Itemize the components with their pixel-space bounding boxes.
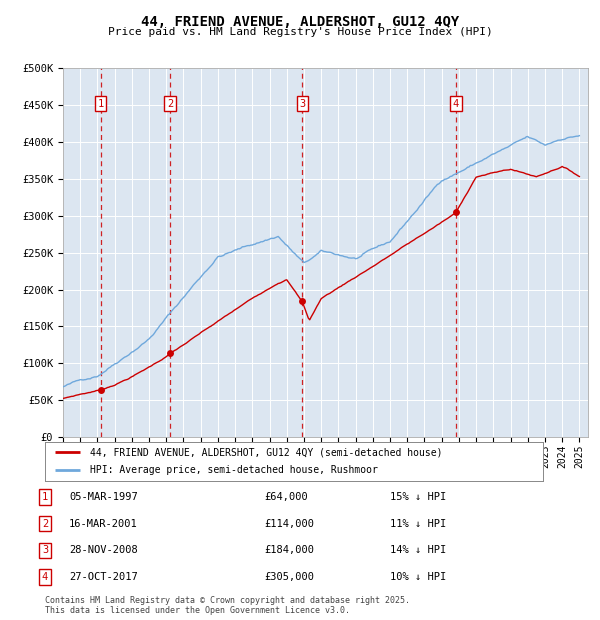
Text: Price paid vs. HM Land Registry's House Price Index (HPI): Price paid vs. HM Land Registry's House … — [107, 27, 493, 37]
Text: 4: 4 — [452, 99, 459, 108]
Text: £184,000: £184,000 — [264, 545, 314, 556]
Text: 27-OCT-2017: 27-OCT-2017 — [69, 572, 138, 582]
Text: 3: 3 — [299, 99, 305, 108]
Text: 14% ↓ HPI: 14% ↓ HPI — [390, 545, 446, 556]
Text: 05-MAR-1997: 05-MAR-1997 — [69, 492, 138, 502]
Text: 15% ↓ HPI: 15% ↓ HPI — [390, 492, 446, 502]
Text: 28-NOV-2008: 28-NOV-2008 — [69, 545, 138, 556]
Text: 44, FRIEND AVENUE, ALDERSHOT, GU12 4QY (semi-detached house): 44, FRIEND AVENUE, ALDERSHOT, GU12 4QY (… — [90, 448, 442, 458]
Text: £305,000: £305,000 — [264, 572, 314, 582]
Text: 1: 1 — [97, 99, 104, 108]
Text: 44, FRIEND AVENUE, ALDERSHOT, GU12 4QY: 44, FRIEND AVENUE, ALDERSHOT, GU12 4QY — [141, 16, 459, 30]
Text: 10% ↓ HPI: 10% ↓ HPI — [390, 572, 446, 582]
Text: 11% ↓ HPI: 11% ↓ HPI — [390, 518, 446, 529]
Text: HPI: Average price, semi-detached house, Rushmoor: HPI: Average price, semi-detached house,… — [90, 465, 377, 475]
Text: Contains HM Land Registry data © Crown copyright and database right 2025.
This d: Contains HM Land Registry data © Crown c… — [45, 596, 410, 615]
Text: 3: 3 — [42, 545, 48, 556]
Text: 2: 2 — [167, 99, 173, 108]
Text: 1: 1 — [42, 492, 48, 502]
Text: 4: 4 — [42, 572, 48, 582]
Text: £114,000: £114,000 — [264, 518, 314, 529]
Text: 16-MAR-2001: 16-MAR-2001 — [69, 518, 138, 529]
Text: £64,000: £64,000 — [264, 492, 308, 502]
Text: 2: 2 — [42, 518, 48, 529]
